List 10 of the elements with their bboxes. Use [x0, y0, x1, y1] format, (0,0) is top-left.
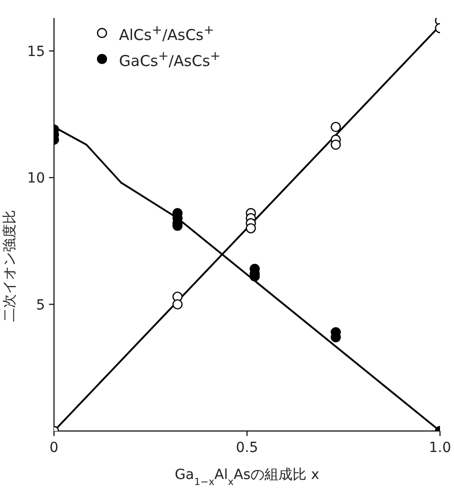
y-tick-label: 5 — [36, 297, 45, 314]
x-axis-title: Ga$_{1−x}$Al$_{x}$Asの組成比 x — [174, 467, 320, 488]
legend-label: GaCs$^{+}$/AsCs$^{+}$ — [119, 48, 220, 70]
x-tick-label: 1.0 — [428, 440, 452, 456]
x-tick-label: 0 — [50, 440, 58, 456]
y-tick-label: 15 — [27, 44, 45, 60]
y-tick-label: 10 — [27, 170, 45, 187]
legend-label: AlCs$^{+}$/AsCs$^{+}$ — [119, 22, 214, 44]
y-axis-title: 二次イオン強度比 — [2, 210, 18, 322]
x-tick-label: 0.5 — [236, 440, 258, 456]
